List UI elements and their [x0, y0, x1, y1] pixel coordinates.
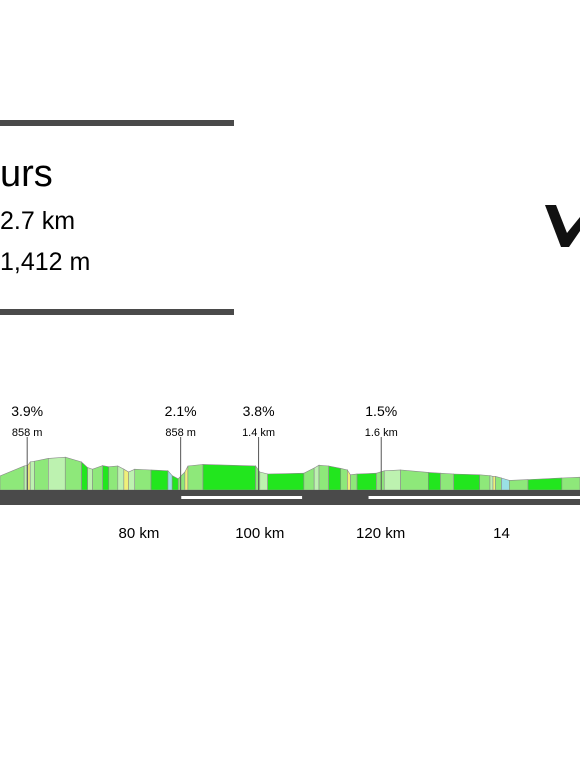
profile-segment-7 — [81, 461, 88, 491]
v-logo-icon — [545, 205, 580, 247]
profile-segment-23 — [255, 465, 261, 491]
profile-segment-9 — [92, 465, 104, 491]
profile-segment-41 — [489, 475, 494, 491]
profile-segment-17 — [167, 470, 173, 491]
profile-segment-6 — [64, 456, 82, 491]
profile-segment-12 — [117, 465, 125, 491]
climb-grade-label: 3.9% — [11, 403, 43, 419]
climb-grade-label: 2.1% — [165, 403, 197, 419]
x-tick-label: 80 km — [119, 525, 160, 542]
climb-length-label: 858 m — [165, 427, 196, 439]
x-tick-label: 14 — [493, 525, 510, 542]
header-bottom-rule — [0, 309, 234, 315]
profile-segment-44 — [501, 477, 510, 491]
profile-segment-24 — [259, 471, 268, 491]
profile-segments — [0, 456, 580, 491]
profile-segment-25 — [267, 472, 305, 491]
profile-segment-43 — [495, 476, 502, 491]
profile-segment-28 — [318, 464, 329, 491]
profile-segment-46 — [527, 477, 563, 491]
distance-axis: 80 km 100 km 120 km 14 — [119, 525, 510, 542]
km-marker-bar-1 — [368, 496, 580, 499]
profile-segment-4 — [34, 458, 49, 491]
profile-segment-18 — [171, 475, 179, 491]
profile-segment-22 — [202, 464, 256, 491]
profile-segment-21 — [187, 464, 204, 491]
profile-segment-2 — [27, 461, 31, 491]
profile-segment-3 — [29, 460, 35, 491]
profile-base — [0, 490, 580, 505]
profile-segment-19 — [177, 471, 186, 491]
profile-segment-36 — [400, 469, 429, 491]
profile-segment-37 — [428, 472, 441, 491]
profile-segment-27 — [313, 464, 320, 491]
stage-title: urs — [0, 153, 53, 195]
profile-segment-5 — [48, 456, 66, 491]
profile-segment-47 — [561, 476, 580, 491]
profile-segment-20 — [184, 465, 189, 491]
elevation-profile-chart: 3.9% 858 m 2.1% 858 m 3.8% 1.4 km 1.5% 1.6 km 8… — [0, 403, 580, 542]
climb-length-label: 858 m — [12, 427, 43, 439]
profile-segment-8 — [87, 467, 93, 491]
climb-annotations: 3.9% 858 m 2.1% 858 m 3.8% 1.4 km 1.5% 1.6 km — [11, 403, 398, 490]
climb-grade-label: 1.5% — [365, 403, 397, 419]
profile-segment-33 — [356, 472, 377, 491]
profile-segment-32 — [350, 473, 358, 491]
profile-segment-29 — [328, 465, 342, 491]
km-marker-bar-0 — [181, 496, 303, 499]
profile-segment-45 — [509, 479, 529, 491]
profile-segment-34 — [376, 470, 385, 491]
profile-segment-38 — [440, 472, 455, 491]
climb-grade-label: 3.8% — [243, 403, 275, 419]
profile-segment-42 — [492, 476, 496, 491]
profile-segment-31 — [347, 468, 351, 491]
stage-distance: 2.7 km — [0, 207, 76, 235]
x-tick-label: 120 km — [356, 525, 405, 542]
header-top-rule — [0, 120, 234, 126]
profile-segment-13 — [123, 468, 129, 491]
climb-length-label: 1.6 km — [365, 427, 398, 439]
stage-elevation-gain: 1,412 m — [0, 248, 91, 276]
profile-segment-15 — [134, 468, 152, 491]
profile-segment-14 — [128, 468, 136, 491]
profile-segment-30 — [340, 468, 348, 491]
profile-segment-10 — [102, 465, 110, 491]
profile-segment-35 — [383, 469, 401, 491]
x-tick-label: 100 km — [235, 525, 284, 542]
profile-segment-26 — [303, 467, 315, 491]
profile-segment-11 — [108, 465, 119, 491]
profile-segment-39 — [453, 473, 481, 491]
climb-length-label: 1.4 km — [242, 427, 275, 439]
profile-segment-0 — [0, 465, 25, 491]
profile-segment-16 — [150, 469, 169, 491]
profile-segment-40 — [479, 474, 491, 491]
